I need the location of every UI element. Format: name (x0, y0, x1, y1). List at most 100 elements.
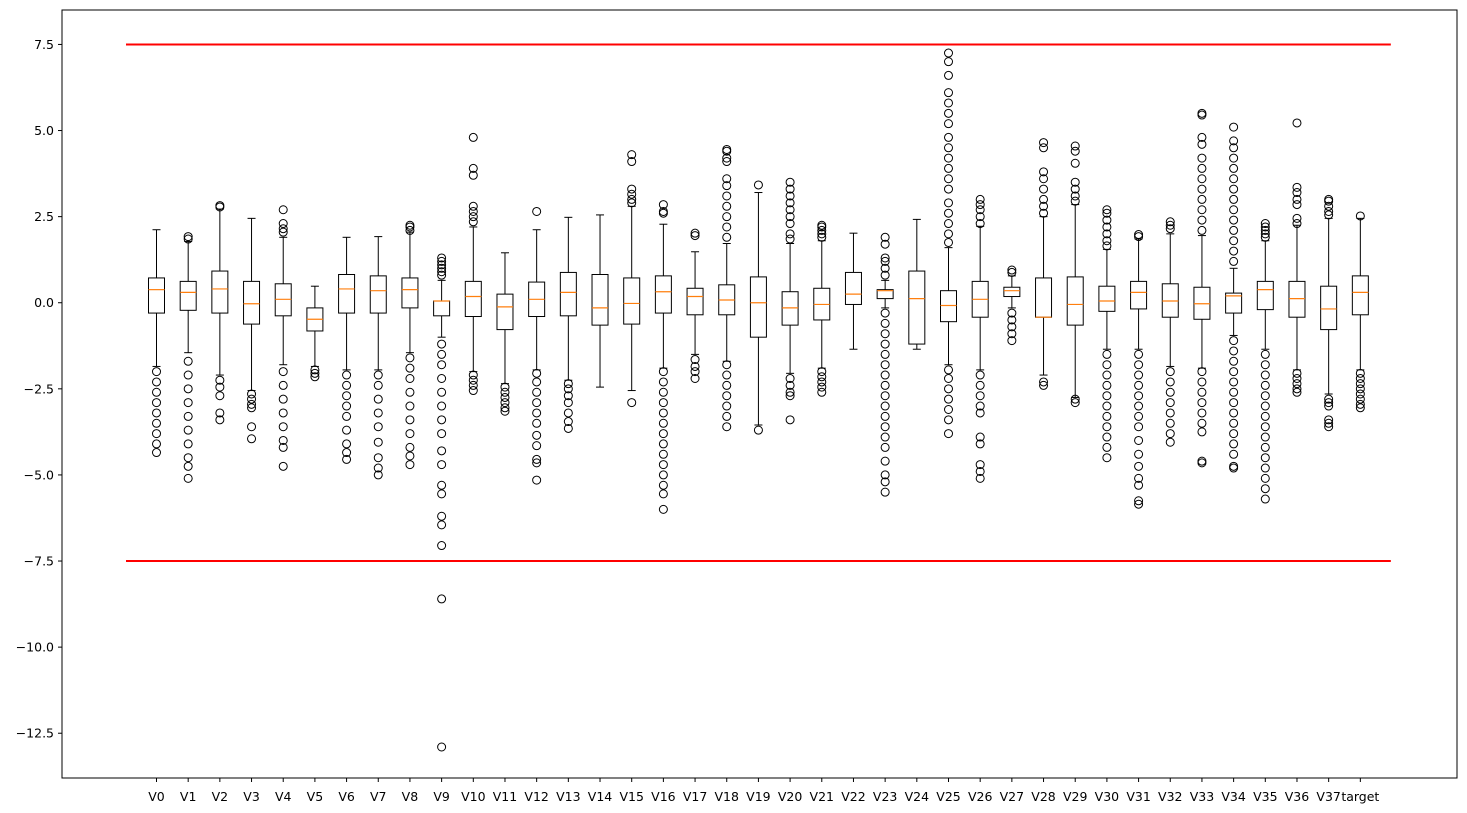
flier (342, 448, 352, 458)
x-tick-label: V32 (1158, 789, 1182, 804)
flier (437, 401, 447, 411)
flier (342, 370, 352, 380)
flier (1260, 442, 1270, 452)
flier (1102, 360, 1112, 370)
flier (1070, 394, 1080, 404)
flier (152, 439, 161, 449)
flier (1355, 394, 1365, 404)
box-V10 (464, 132, 482, 396)
flier (785, 219, 795, 229)
flier (1134, 360, 1144, 370)
flier (627, 398, 637, 408)
y-tick-label: −10.0 (16, 640, 54, 655)
box-V28 (1035, 138, 1053, 390)
flier (563, 408, 573, 418)
flier (1229, 418, 1239, 428)
flier (944, 219, 953, 229)
flier (437, 429, 447, 439)
flier (817, 225, 827, 235)
x-tick-label: target (1341, 789, 1379, 804)
flier (1355, 379, 1365, 389)
flier (278, 219, 288, 229)
flier (658, 408, 668, 418)
flier (278, 380, 288, 390)
flier (1229, 439, 1239, 449)
box-V31 (1130, 230, 1148, 509)
flier (278, 205, 288, 215)
flier (437, 489, 447, 499)
flier (1165, 377, 1175, 387)
flier (532, 458, 542, 468)
flier (722, 370, 732, 380)
box-V9 (433, 253, 451, 752)
x-tick-label: V36 (1285, 789, 1310, 804)
flier (880, 470, 890, 480)
flier (373, 380, 383, 390)
box-V26 (971, 194, 989, 483)
flier (975, 205, 985, 215)
x-tick-label: V24 (905, 789, 930, 804)
box-V6 (338, 236, 356, 464)
flier (1102, 208, 1112, 218)
flier (278, 442, 288, 452)
flier (1229, 367, 1239, 377)
flier (373, 394, 383, 404)
flier (1134, 401, 1144, 411)
flier (532, 408, 542, 418)
x-tick-label: V9 (433, 789, 450, 804)
box-V16 (654, 200, 672, 514)
x-tick-label: V35 (1253, 789, 1277, 804)
flier (437, 374, 447, 384)
flier (183, 439, 193, 449)
x-tick-label: V22 (841, 789, 865, 804)
flier (405, 460, 415, 470)
flier (152, 448, 161, 458)
flier (247, 389, 257, 399)
x-tick-label: V27 (1000, 789, 1024, 804)
flier (1260, 411, 1270, 421)
flier (944, 132, 953, 142)
box-iqr (1066, 276, 1084, 326)
flier (247, 403, 257, 413)
flier (1197, 108, 1207, 118)
flier (247, 394, 257, 404)
x-tick-label: V6 (338, 789, 355, 804)
flier (627, 184, 637, 194)
flier (183, 234, 193, 244)
flier (1229, 153, 1239, 163)
flier (1070, 184, 1080, 194)
flier (944, 384, 953, 394)
flier (183, 356, 193, 366)
flier (627, 157, 637, 167)
flier (1197, 139, 1207, 149)
flier (1102, 229, 1112, 239)
flier (944, 184, 953, 194)
flier (1260, 232, 1270, 242)
x-tick-label: V4 (275, 789, 292, 804)
flier (1229, 184, 1239, 194)
flier (1260, 349, 1270, 359)
flier (405, 401, 415, 411)
box-V27 (1003, 265, 1021, 346)
flier (405, 363, 415, 373)
flier (342, 391, 352, 401)
x-tick-label: V14 (588, 789, 613, 804)
flier (722, 157, 732, 167)
flier (215, 201, 225, 211)
flier (1355, 399, 1365, 409)
flier (1165, 217, 1175, 227)
x-tick-label: V10 (461, 789, 486, 804)
flier (690, 228, 700, 238)
flier (690, 361, 700, 371)
flier (1102, 422, 1112, 432)
flier (1134, 391, 1144, 401)
flier (785, 177, 795, 187)
flier (1229, 163, 1239, 173)
flier (1134, 496, 1144, 506)
box-V35 (1256, 219, 1274, 504)
flier (468, 375, 478, 385)
x-tick-label: V23 (873, 789, 897, 804)
flier (1260, 473, 1270, 483)
flier (437, 446, 447, 456)
flier (880, 253, 890, 263)
